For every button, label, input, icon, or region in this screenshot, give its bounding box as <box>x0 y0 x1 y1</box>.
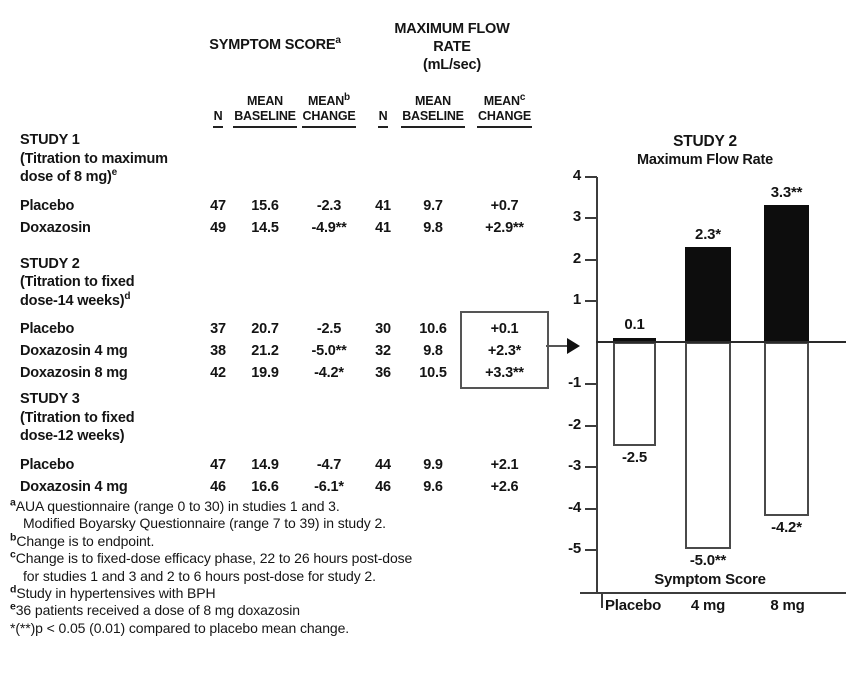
symptom-score-header-text: SYMPTOM SCORE <box>209 37 336 53</box>
col-header-change-symptom: MEANb CHANGE <box>294 84 364 128</box>
table-row: Placebo 47 15.6 -2.3 41 9.7 +0.7 <box>20 197 519 214</box>
y-tick <box>585 383 597 385</box>
study-title: STUDY 2 <box>20 255 80 272</box>
table-row: Placebo 47 14.9 -4.7 44 9.9 +2.1 <box>20 456 519 473</box>
bar-value-label: -2.5 <box>621 449 648 466</box>
study-subtitle-line1: (Titration to fixed <box>20 274 135 290</box>
footnotes: aAUA questionnaire (range 0 to 30) in st… <box>10 496 485 637</box>
col-header-empty <box>10 84 200 128</box>
max-flow-header-line3: (mL/sec) <box>422 57 482 73</box>
x-axis <box>580 592 846 594</box>
x-axis-group-label: Symptom Score <box>654 571 766 588</box>
footnote-significance: *(**)p < 0.05 (0.01) compared to placebo… <box>10 619 350 636</box>
study-subtitle-line1: (Titration to maximum <box>20 150 168 167</box>
footnote-a-continued: Modified Boyarsky Questionnaire (range 7… <box>23 515 386 532</box>
footnote-c: cChange is to fixed-dose efficacy phase,… <box>10 548 413 567</box>
x-axis-tick <box>601 592 603 608</box>
bar-symptom-score-8mg <box>764 342 809 516</box>
y-tick <box>585 466 597 468</box>
bar-value-label: 2.3* <box>695 226 721 243</box>
y-tick-label: -3 <box>568 457 581 474</box>
category-label-8mg: 8 mg <box>770 597 805 614</box>
col-header-baseline-flow: MEAN BASELINE <box>401 84 465 128</box>
y-axis <box>596 177 598 594</box>
study-title: STUDY 1 <box>20 132 80 148</box>
table-subheader-row: N MEAN BASELINE MEANb CHANGE N MEAN BASE… <box>10 84 545 128</box>
study-subtitle-line1: (Titration to fixed <box>20 409 135 426</box>
bar-symptom-score-placebo <box>613 342 656 446</box>
footnote-a: aAUA questionnaire (range 0 to 30) in st… <box>10 496 340 514</box>
y-tick-label: -1 <box>568 374 581 391</box>
chart-subtitle: Maximum Flow Rate <box>637 152 773 168</box>
y-tick-label: -5 <box>568 540 581 557</box>
study-1-section: STUDY 1 (Titration to maximum dose of 8 … <box>10 131 545 239</box>
footnote-d: dStudy in hypertensives with BPH <box>10 583 216 602</box>
study-subtitle-line2: dose of 8 mg)e <box>20 167 118 185</box>
study-subtitle-line2: dose-14 weeks)d <box>20 290 131 309</box>
bar-symptom-score-4mg <box>685 342 731 549</box>
symptom-score-header: SYMPTOM SCOREa <box>195 35 355 53</box>
y-tick <box>585 549 597 551</box>
col-header-change-flow: MEANc CHANGE <box>464 84 545 128</box>
col-header-n-symptom: N <box>200 84 236 128</box>
max-flow-header: MAXIMUM FLOW RATE (mL/sec) <box>378 20 526 74</box>
y-tick-label: 4 <box>572 167 581 184</box>
bar-max-flow-4mg <box>685 247 731 342</box>
y-tick-label: -4 <box>568 499 581 516</box>
y-tick <box>585 176 597 178</box>
y-tick <box>585 259 597 261</box>
y-tick-label: -2 <box>568 416 581 433</box>
study-1-rows: Placebo 47 15.6 -2.3 41 9.7 +0.7 Doxazos… <box>10 195 545 239</box>
max-flow-header-line1: MAXIMUM FLOW <box>394 21 510 37</box>
callout-arrow-icon <box>567 338 580 354</box>
study-subtitle-line2: dose-12 weeks) <box>20 428 125 444</box>
study-2-rows: Placebo 37 20.7 -2.5 30 10.6 +0.1 Doxazo… <box>10 318 545 384</box>
study-3-section: STUDY 3 (Titration to fixed dose-12 week… <box>10 390 545 498</box>
table-row: Placebo 37 20.7 -2.5 30 10.6 +0.1 <box>20 321 519 337</box>
y-tick <box>585 217 597 219</box>
footnote-c-continued: for studies 1 and 3 and 2 to 6 hours pos… <box>23 567 376 584</box>
callout-arrow-line <box>546 345 569 347</box>
bar-value-label: -4.2* <box>771 519 802 536</box>
study-title: STUDY 3 <box>20 391 80 407</box>
col-header-baseline-symptom: MEAN BASELINE <box>233 84 297 128</box>
chart-title: STUDY 2 <box>673 133 737 150</box>
y-tick-label: 2 <box>572 250 581 267</box>
bar-value-label: 3.3** <box>770 184 803 201</box>
study-2-section: STUDY 2 (Titration to fixed dose-14 week… <box>10 255 545 385</box>
max-flow-header-line2: RATE <box>433 39 471 55</box>
category-label-placebo: Placebo <box>604 597 662 614</box>
col-header-n-flow: N <box>364 84 402 128</box>
table-row: Doxazosin 8 mg 42 19.9 -4.2* 36 10.5 +3.… <box>20 365 524 381</box>
y-tick <box>585 425 597 427</box>
study-3-rows: Placebo 47 14.9 -4.7 44 9.9 +2.1 Doxazos… <box>10 454 545 498</box>
study-table: STUDY 1 (Titration to maximum dose of 8 … <box>10 131 545 498</box>
table-row: Doxazosin 49 14.5 -4.9** 41 9.8 +2.9** <box>20 219 524 236</box>
y-tick <box>585 300 597 302</box>
flow-change-callout-box <box>460 311 549 389</box>
footnote-b: bChange is to endpoint. <box>10 531 155 549</box>
table-row: Doxazosin 4 mg 38 21.2 -5.0** 32 9.8 +2.… <box>20 343 522 359</box>
bar-value-label: -5.0** <box>689 552 727 569</box>
y-tick-label: 3 <box>572 208 581 225</box>
zero-baseline <box>596 341 846 343</box>
y-tick-label: 1 <box>572 291 581 308</box>
y-tick <box>585 508 597 510</box>
symptom-score-header-sup: a <box>335 35 341 47</box>
bar-max-flow-8mg <box>764 205 809 342</box>
bar-max-flow-placebo <box>613 338 656 342</box>
category-label-4mg: 4 mg <box>690 597 726 614</box>
table-row: Doxazosin 4 mg 46 16.6 -6.1* 46 9.6 +2.6 <box>20 478 519 495</box>
footnote-e: e36 patients received a dose of 8 mg dox… <box>10 600 300 619</box>
bar-value-label: 0.1 <box>624 316 645 333</box>
